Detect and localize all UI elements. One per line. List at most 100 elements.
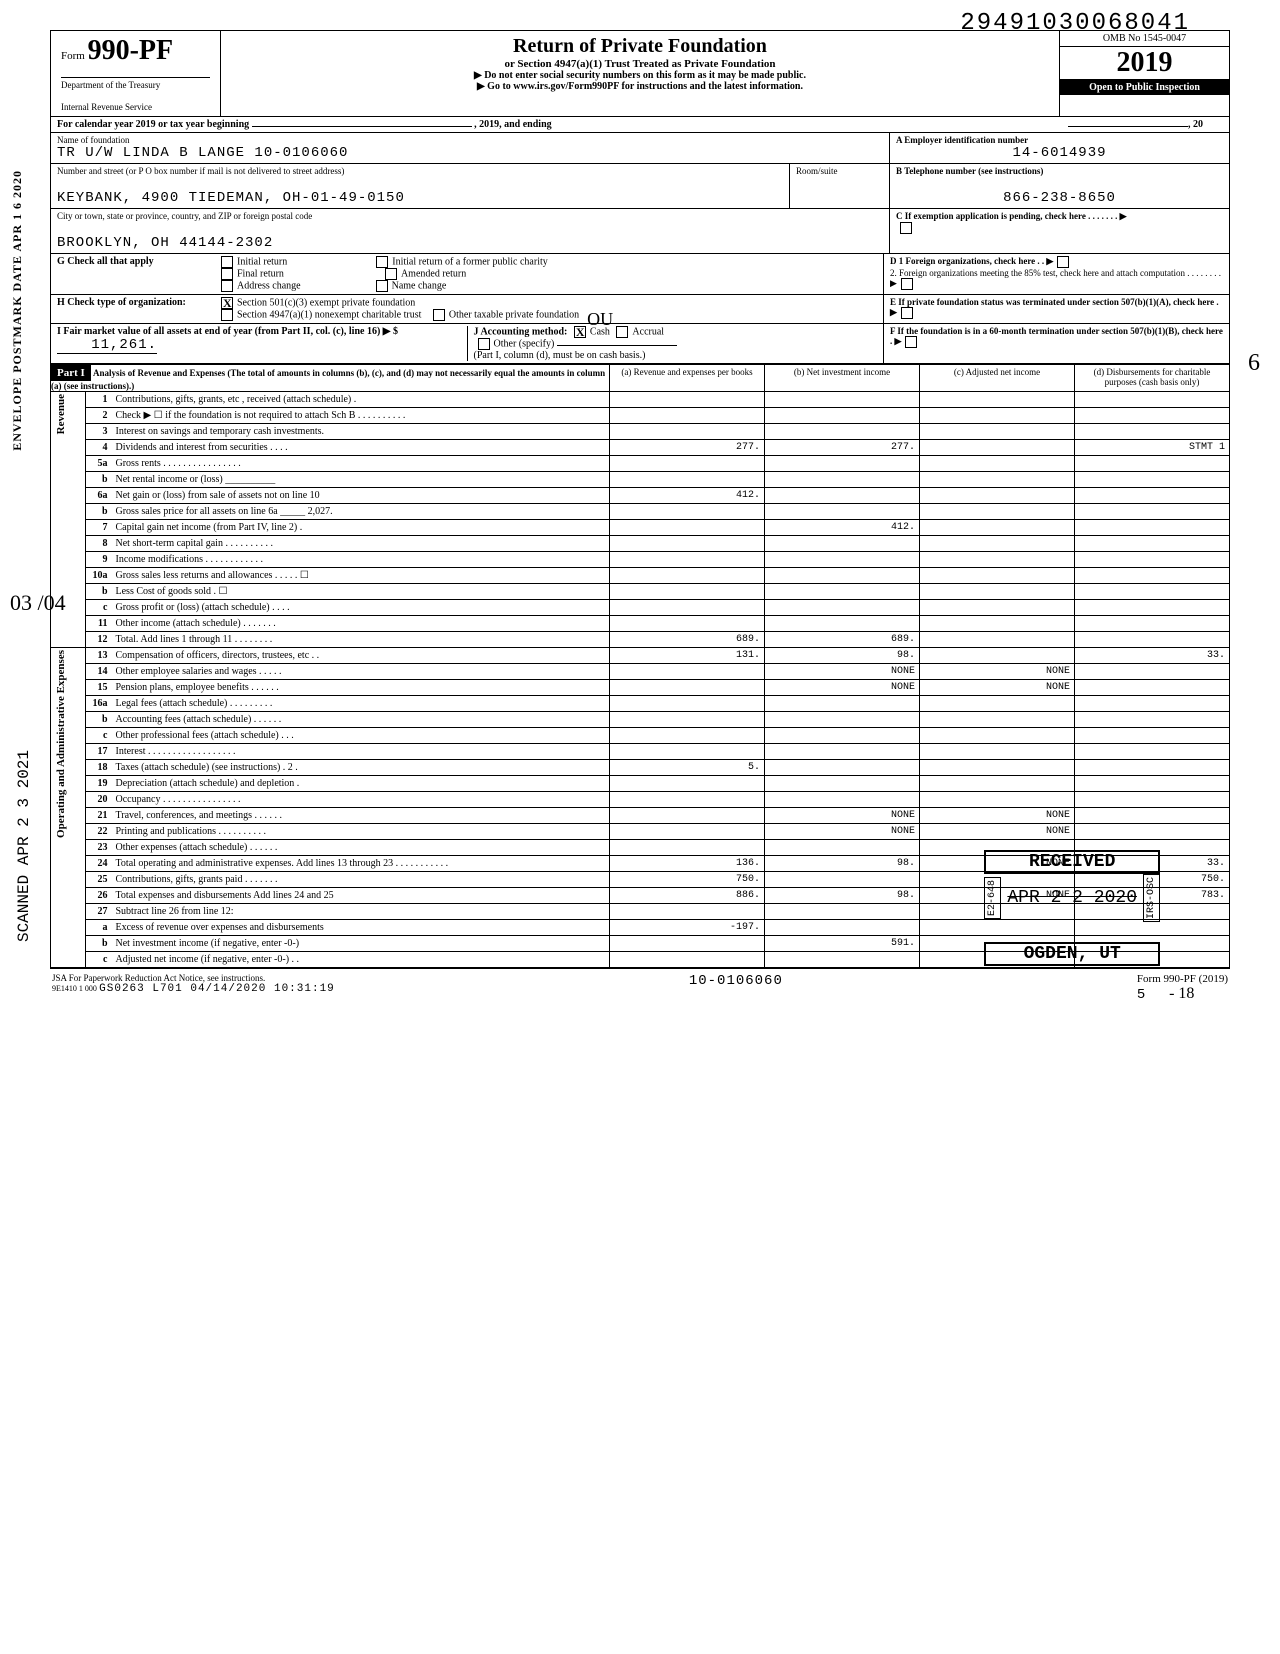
handwritten-ou: OU [587,309,613,330]
cell-col-d [1075,728,1230,744]
page-footer: JSA For Paperwork Reduction Act Notice, … [50,968,1230,1007]
cell-col-a [610,504,765,520]
d2-label: 2. Foreign organizations meeting the 85%… [890,268,1221,288]
j-accrual[interactable] [616,326,628,338]
cell-col-a [610,728,765,744]
cell-col-d [1075,760,1230,776]
footer-stamp: GS0263 L701 04/14/2020 10:31:19 [99,983,335,995]
line-number: 3 [86,424,112,440]
table-row: 6aNet gain or (loss) from sale of assets… [51,488,1230,504]
line-description: Interest on savings and temporary cash i… [112,424,610,440]
omb-year-box: OMB No 1545-0047 2019 Open to Public Ins… [1059,31,1229,116]
g-opt-4: Amended return [401,268,466,279]
col-d-header: (d) Disbursements for charitable purpose… [1075,365,1230,392]
g-address-change[interactable] [221,280,233,292]
h-opt3: Other taxable private foundation [449,309,579,320]
e-checkbox[interactable] [901,307,913,319]
cell-col-c [920,568,1075,584]
line-description: Printing and publications . . . . . . . … [112,824,610,840]
foundation-name: TR U/W LINDA B LANGE 10-0106060 [57,145,883,161]
h-4947a1[interactable] [221,309,233,321]
cell-col-c [920,536,1075,552]
j-other[interactable] [478,338,490,350]
city-c-row: City or town, state or province, country… [50,209,1230,254]
table-row: 18Taxes (attach schedule) (see instructi… [51,760,1230,776]
cell-col-b [765,744,920,760]
cell-col-a [610,536,765,552]
cell-col-c [920,792,1075,808]
line-number: 24 [86,856,112,872]
cell-col-b [765,616,920,632]
cell-col-c [920,440,1075,456]
section-expenses: Operating and Administrative Expenses [51,648,86,968]
line-description: Net gain or (loss) from sale of assets n… [112,488,610,504]
cell-col-d [1075,808,1230,824]
dept-treasury: Department of the Treasury [61,77,210,90]
g-initial-former[interactable] [376,256,388,268]
j-note: (Part I, column (d), must be on cash bas… [474,350,646,361]
cell-col-b [765,456,920,472]
line-description: Depreciation (attach schedule) and deple… [112,776,610,792]
line-description: Excess of revenue over expenses and disb… [112,920,610,936]
line-description: Total operating and administrative expen… [112,856,610,872]
cell-col-a [610,808,765,824]
g-name-change[interactable] [376,280,388,292]
form-number: 990-PF [88,35,174,66]
cell-col-b [765,760,920,776]
e-label: E If private foundation status was termi… [890,297,1219,317]
h-opt2: Section 4947(a)(1) nonexempt charitable … [237,309,421,320]
f-checkbox[interactable] [905,336,917,348]
table-row: 5aGross rents . . . . . . . . . . . . . … [51,456,1230,472]
h-other[interactable] [433,309,445,321]
line-description: Dividends and interest from securities .… [112,440,610,456]
g-initial-return[interactable] [221,256,233,268]
cell-col-d [1075,664,1230,680]
g-final-return[interactable] [221,268,233,280]
cell-col-d [1075,408,1230,424]
line-description: Check ▶ ☐ if the foundation is not requi… [112,408,610,424]
line-number: 7 [86,520,112,536]
i-fmv: I Fair market value of all assets at end… [57,326,467,361]
cell-col-c [920,472,1075,488]
cell-col-b [765,952,920,968]
cell-col-a [610,840,765,856]
h-501c3[interactable] [221,297,233,309]
cell-col-b [765,408,920,424]
j-cash[interactable] [574,326,586,338]
cell-col-a: 277. [610,440,765,456]
cell-col-b [765,392,920,408]
cell-col-b [765,584,920,600]
cell-col-a [610,472,765,488]
line-number: 15 [86,680,112,696]
cell-col-b: 591. [765,936,920,952]
line-number: b [86,504,112,520]
paperwork-notice: JSA For Paperwork Reduction Act Notice, … [52,973,265,983]
h-check-row: H Check type of organization: Section 50… [50,295,1230,324]
cell-col-b: 689. [765,632,920,648]
cell-col-c: NONE [920,680,1075,696]
c-checkbox[interactable] [900,222,912,234]
col-b-header: (b) Net investment income [765,365,920,392]
cell-col-c [920,552,1075,568]
line-description: Income modifications . . . . . . . . . .… [112,552,610,568]
cell-col-b [765,712,920,728]
irs-label: Internal Revenue Service [61,100,210,112]
j-other-label: Other (specify) [494,338,555,349]
line-number: b [86,712,112,728]
line-number: c [86,728,112,744]
handwritten-minus18: - 18 [1169,985,1194,1002]
g-opt-3: Initial return of a former public charit… [392,256,548,267]
cell-col-c [920,744,1075,760]
g-amended[interactable] [385,268,397,280]
d2-checkbox[interactable] [901,278,913,290]
d1-checkbox[interactable] [1057,256,1069,268]
cell-col-a [610,600,765,616]
cell-col-a [610,424,765,440]
cell-col-c: NONE [920,824,1075,840]
table-row: 9Income modifications . . . . . . . . . … [51,552,1230,568]
cell-col-c [920,408,1075,424]
table-row: 22Printing and publications . . . . . . … [51,824,1230,840]
cell-col-a [610,792,765,808]
cell-col-d [1075,824,1230,840]
footer-code: 9E1410 1 000 [52,984,97,993]
